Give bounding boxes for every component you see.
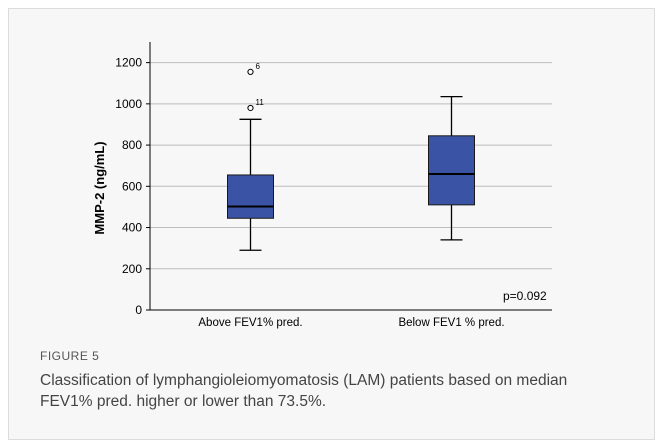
y-tick-label: 600: [122, 179, 142, 193]
grid-lines: [150, 62, 552, 270]
figure-caption: Classification of lymphangioleiomyomatos…: [40, 372, 568, 410]
y-tick-label: 0: [135, 303, 142, 317]
x-tick-label: Above FEV1% pred.: [198, 317, 302, 329]
iqr-box: [227, 174, 274, 219]
box-group: [428, 95, 475, 241]
y-tick-label: 200: [122, 262, 142, 276]
y-axis-label: MMP-2 (ng/mL): [92, 141, 107, 234]
figure-label: FIGURE 5: [40, 349, 100, 363]
outlier-label: 6: [256, 62, 261, 71]
x-tick-label: Below FEV1 % pred.: [398, 317, 504, 329]
axes: Above FEV1% pred. Below FEV1 % pred.: [149, 42, 552, 329]
outlier-point: [247, 104, 254, 112]
outlier-point: [247, 68, 254, 75]
y-tick-label: 400: [122, 221, 142, 235]
y-tick-label: 1000: [115, 97, 142, 111]
outlier-label: 11: [256, 98, 265, 107]
p-value-annotation: p=0.092: [503, 289, 547, 303]
y-tick-label: 1200: [115, 56, 142, 70]
y-tick-label: 800: [122, 138, 142, 152]
figure-card: [8, 8, 655, 440]
y-axis-ticks: 0 200 400 600 800 1000 1200: [115, 56, 150, 317]
box-series: 6 11: [227, 62, 475, 251]
iqr-box: [428, 135, 475, 206]
box-group: 6 11: [227, 62, 274, 251]
